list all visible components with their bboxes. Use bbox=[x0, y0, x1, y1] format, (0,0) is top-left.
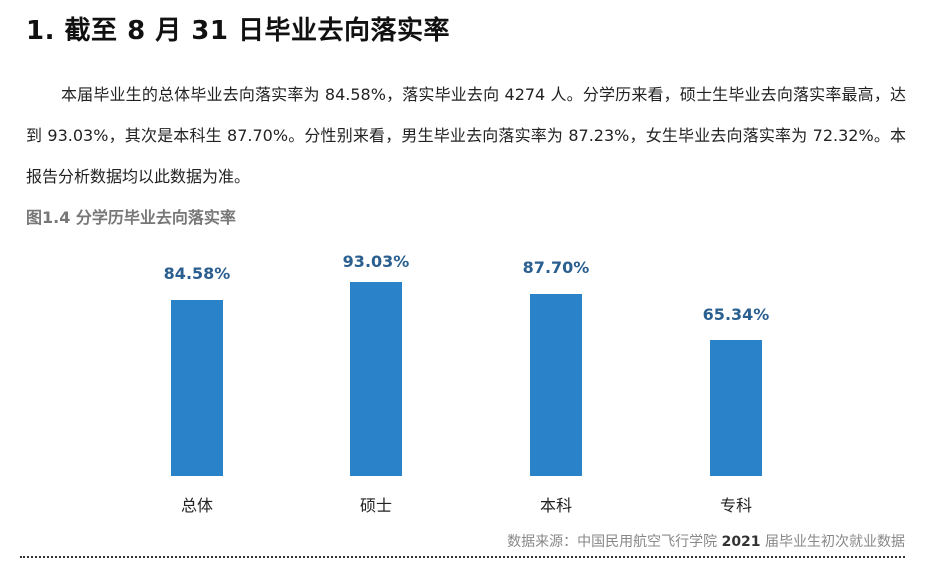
bar-value-label: 84.58% bbox=[163, 264, 231, 283]
summary-text: 本届毕业生的总体毕业去向落实率为 84.58%，落实毕业去向 4274 人。分学… bbox=[26, 85, 906, 186]
bar-value-label: 93.03% bbox=[342, 252, 410, 271]
figure-title: 图1.4 分学历毕业去向落实率 bbox=[26, 208, 236, 227]
category-label: 总体 bbox=[180, 496, 213, 515]
summary-paragraph: 本届毕业生的总体毕业去向落实率为 84.58%，落实毕业去向 4274 人。分学… bbox=[26, 74, 906, 197]
source-year: 2021 bbox=[721, 534, 761, 550]
source-suffix: 届毕业生初次就业数据 bbox=[760, 534, 905, 550]
bar-bachelor bbox=[530, 294, 582, 476]
bar-associate bbox=[710, 340, 762, 476]
bar-overall bbox=[171, 300, 223, 476]
bar-value-label: 65.34% bbox=[702, 305, 770, 324]
source-prefix: 数据来源：中国民用航空飞行学院 bbox=[507, 534, 722, 550]
category-label: 本科 bbox=[539, 496, 572, 515]
bar-master bbox=[350, 282, 402, 476]
data-source-note: 数据来源：中国民用航空飞行学院 2021 届毕业生初次就业数据 bbox=[507, 531, 905, 551]
category-label: 硕士 bbox=[359, 496, 392, 515]
category-label: 专科 bbox=[719, 496, 752, 515]
bar-value-label: 87.70% bbox=[522, 258, 590, 277]
dotted-divider bbox=[20, 556, 905, 558]
section-heading: 1. 截至 8 月 31 日毕业去向落实率 bbox=[26, 16, 450, 46]
